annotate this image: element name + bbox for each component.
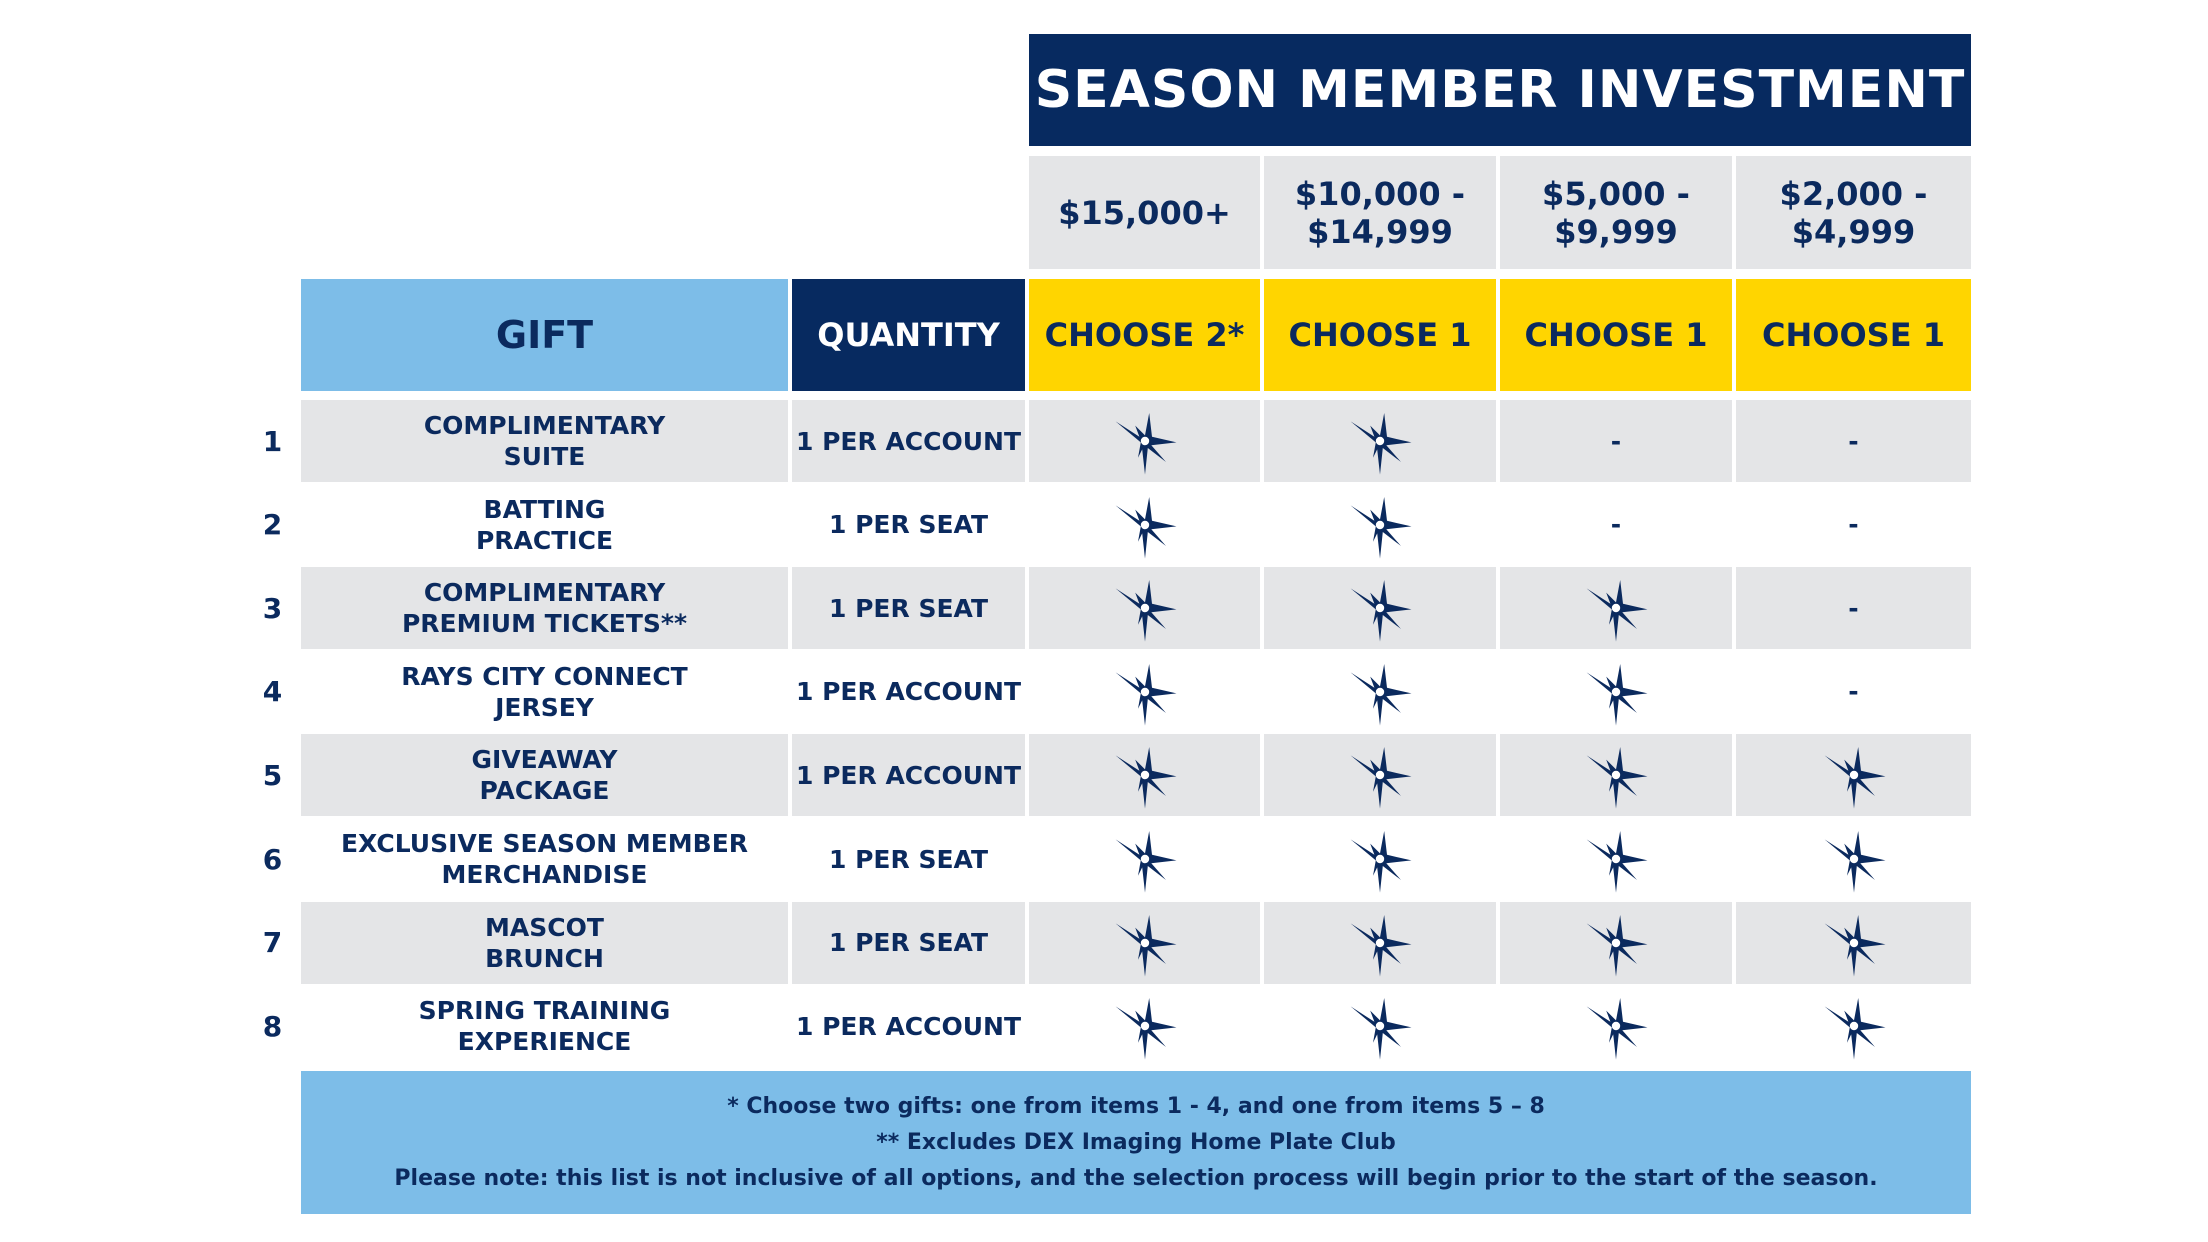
tier-choose: CHOOSE 2* — [1029, 279, 1260, 391]
table-row: 8 SPRING TRAINING EXPERIENCE 1 PER ACCOU… — [250, 985, 1971, 1067]
tier-choose: CHOOSE 1 — [1736, 279, 1971, 391]
not-included-dash: - — [1736, 400, 1971, 482]
included-star-icon — [1736, 734, 1971, 817]
included-star-icon — [1029, 901, 1260, 984]
included-star-icon — [1736, 818, 1971, 900]
row-number: 3 — [262, 591, 283, 625]
quantity: 1 PER SEAT — [829, 510, 988, 540]
page-title: SEASON MEMBER INVESTMENT — [1029, 34, 1971, 146]
row-number: 2 — [262, 508, 283, 542]
gift-header: GIFT — [301, 279, 788, 391]
gift-name: COMPLIMENTARY PREMIUM TICKETS** — [301, 567, 788, 650]
included-star-icon — [1500, 734, 1732, 817]
row-number: 8 — [262, 1009, 283, 1043]
table-row: 5 GIVEAWAY PACKAGE 1 PER ACCOUNT — [250, 734, 1971, 817]
not-included-dash: - — [1848, 510, 1859, 540]
included-star-icon — [1736, 901, 1971, 984]
tier-choose: CHOOSE 1 — [1264, 279, 1496, 391]
quantity: 1 PER ACCOUNT — [795, 677, 1022, 707]
gift-name: EXCLUSIVE SEASON MEMBER MERCHANDISE — [340, 829, 749, 889]
included-star-icon — [1264, 818, 1496, 900]
table-row: 1 COMPLIMENTARY SUITE 1 PER ACCOUNT - - — [250, 400, 1971, 482]
footnote: Please note: this list is not inclusive … — [394, 1165, 1878, 1191]
not-included-dash: - — [1500, 400, 1732, 482]
included-star-icon — [1264, 400, 1496, 482]
tier-price: $5,000 - $9,999 — [1500, 156, 1732, 269]
included-star-icon — [1029, 985, 1260, 1067]
included-star-icon — [1736, 985, 1971, 1067]
included-star-icon — [1264, 651, 1496, 733]
row-number: 1 — [262, 424, 283, 458]
tier-price: $15,000+ — [1029, 156, 1260, 269]
quantity: 1 PER ACCOUNT — [792, 400, 1025, 482]
quantity: 1 PER ACCOUNT — [792, 734, 1025, 817]
included-star-icon — [1029, 484, 1260, 566]
not-included-dash: - — [1736, 567, 1971, 650]
row-number: 4 — [262, 675, 283, 709]
quantity: 1 PER ACCOUNT — [795, 1011, 1022, 1041]
included-star-icon — [1029, 400, 1260, 482]
table-row: 7 MASCOT BRUNCH 1 PER SEAT — [250, 901, 1971, 984]
gift-name: RAYS CITY CONNECT JERSEY — [401, 661, 688, 722]
tier-price: $10,000 - $14,999 — [1264, 156, 1496, 269]
included-star-icon — [1500, 985, 1732, 1067]
gift-name: SPRING TRAINING EXPERIENCE — [418, 996, 671, 1057]
table-row: 2 BATTING PRACTICE 1 PER SEAT - - — [250, 484, 1971, 566]
row-number: 5 — [262, 758, 283, 792]
footnote: ** Excludes DEX Imaging Home Plate Club — [876, 1129, 1396, 1155]
included-star-icon — [1264, 985, 1496, 1067]
included-star-icon — [1029, 651, 1260, 733]
gift-name: COMPLIMENTARY SUITE — [301, 400, 788, 482]
table-row: 6 EXCLUSIVE SEASON MEMBER MERCHANDISE 1 … — [250, 818, 1971, 900]
gift-name: BATTING PRACTICE — [475, 494, 614, 555]
included-star-icon — [1500, 651, 1732, 733]
quantity-header: QUANTITY — [792, 279, 1025, 391]
not-included-dash: - — [1610, 510, 1622, 540]
included-star-icon — [1500, 901, 1732, 984]
quantity: 1 PER SEAT — [829, 844, 988, 874]
not-included-dash: - — [1848, 677, 1859, 707]
table-row: 4 RAYS CITY CONNECT JERSEY 1 PER ACCOUNT… — [250, 651, 1971, 733]
footnote: * Choose two gifts: one from items 1 - 4… — [727, 1093, 1545, 1119]
footnotes: * Choose two gifts: one from items 1 - 4… — [301, 1071, 1971, 1214]
included-star-icon — [1264, 484, 1496, 566]
tier-price: $2,000 - $4,999 — [1736, 156, 1971, 269]
quantity: 1 PER SEAT — [792, 567, 1025, 650]
gift-name: GIVEAWAY PACKAGE — [301, 734, 788, 817]
row-number: 6 — [262, 842, 283, 876]
table-row: 3 COMPLIMENTARY PREMIUM TICKETS** 1 PER … — [250, 567, 1971, 650]
included-star-icon — [1264, 734, 1496, 817]
included-star-icon — [1029, 818, 1260, 900]
quantity: 1 PER SEAT — [792, 901, 1025, 984]
included-star-icon — [1500, 818, 1732, 900]
included-star-icon — [1029, 567, 1260, 650]
tier-choose: CHOOSE 1 — [1500, 279, 1732, 391]
included-star-icon — [1500, 567, 1732, 650]
included-star-icon — [1264, 567, 1496, 650]
gift-name: MASCOT BRUNCH — [301, 901, 788, 984]
included-star-icon — [1029, 734, 1260, 817]
included-star-icon — [1264, 901, 1496, 984]
row-number: 7 — [262, 926, 283, 960]
